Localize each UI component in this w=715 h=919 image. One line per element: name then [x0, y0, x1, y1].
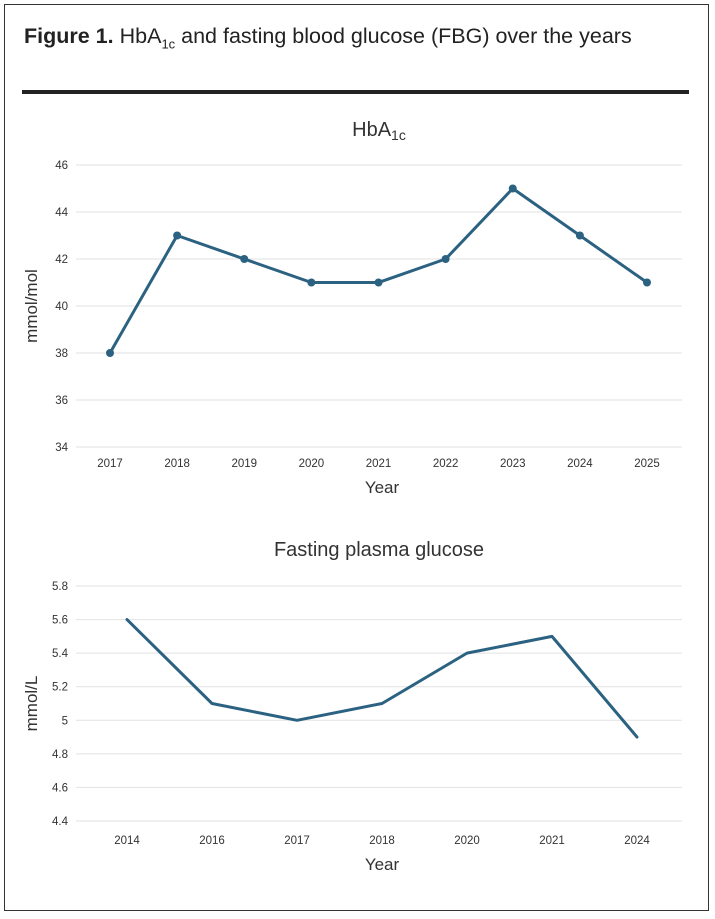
title-divider	[22, 90, 689, 94]
figure-title-pre: HbA	[119, 24, 162, 48]
y-tick-label: 34	[55, 442, 68, 454]
y-tick-label: 4.6	[52, 782, 68, 794]
data-point	[106, 349, 114, 357]
y-tick-label: 40	[55, 301, 68, 313]
data-point	[173, 231, 182, 240]
series-line	[125, 618, 639, 739]
data-point	[508, 184, 517, 193]
x-tick-label: 2017	[97, 458, 123, 470]
x-tick-label: 2018	[369, 835, 395, 847]
y-tick-label: 5.2	[52, 682, 68, 694]
x-tick-label: 2020	[454, 835, 480, 847]
figure-title-subscript: 1c	[161, 36, 176, 52]
y-tick-label: 44	[55, 207, 68, 219]
y-tick-label: 5.6	[52, 615, 68, 627]
x-axis-label: Year	[365, 855, 400, 874]
figure-label: Figure 1.	[24, 24, 114, 48]
x-tick-label: 2020	[299, 458, 325, 470]
y-tick-label: 36	[55, 395, 68, 407]
chart-title-main: HbA	[352, 119, 392, 141]
x-tick-label: 2024	[567, 458, 593, 470]
data-point	[240, 255, 249, 263]
x-axis-label: Year	[365, 478, 400, 497]
x-tick-label: 2014	[114, 835, 140, 847]
x-tick-label: 2021	[539, 835, 565, 847]
x-tick-label: 2018	[164, 458, 190, 470]
x-tick-label: 2025	[634, 458, 660, 470]
data-point	[307, 278, 316, 287]
y-tick-label: 46	[55, 160, 68, 172]
y-tick-label: 4.4	[52, 816, 69, 828]
chart-title: HbA1c	[352, 119, 406, 143]
data-point	[575, 231, 584, 240]
x-tick-label: 2022	[433, 458, 459, 470]
y-axis-label: mmol/mol	[22, 269, 41, 343]
y-tick-label: 38	[55, 348, 68, 360]
x-tick-label: 2016	[199, 835, 225, 847]
chart-title-subscript: 1c	[391, 127, 406, 143]
figure-title: Figure 1. HbA1c and fasting blood glucose…	[24, 22, 674, 58]
x-tick-label: 2019	[231, 458, 257, 470]
series-line	[108, 187, 649, 355]
figure-frame	[4, 4, 709, 911]
y-tick-label: 42	[55, 254, 68, 266]
data-point	[374, 278, 383, 287]
data-point	[441, 255, 450, 263]
y-tick-label: 5.4	[52, 648, 69, 660]
chart-title: Fasting plasma glucose	[274, 539, 484, 561]
y-tick-label: 4.8	[52, 749, 68, 761]
data-point	[643, 278, 651, 287]
x-tick-label: 2023	[500, 458, 526, 470]
x-tick-label: 2021	[366, 458, 392, 470]
figure-title-post: and fasting blood glucose (FBG) over the…	[175, 24, 632, 48]
x-tick-label: 2024	[624, 835, 650, 847]
x-tick-label: 2017	[284, 835, 310, 847]
y-tick-label: 5.8	[52, 581, 68, 593]
y-tick-label: 5	[62, 715, 68, 727]
y-axis-label: mmol/L	[22, 676, 41, 732]
